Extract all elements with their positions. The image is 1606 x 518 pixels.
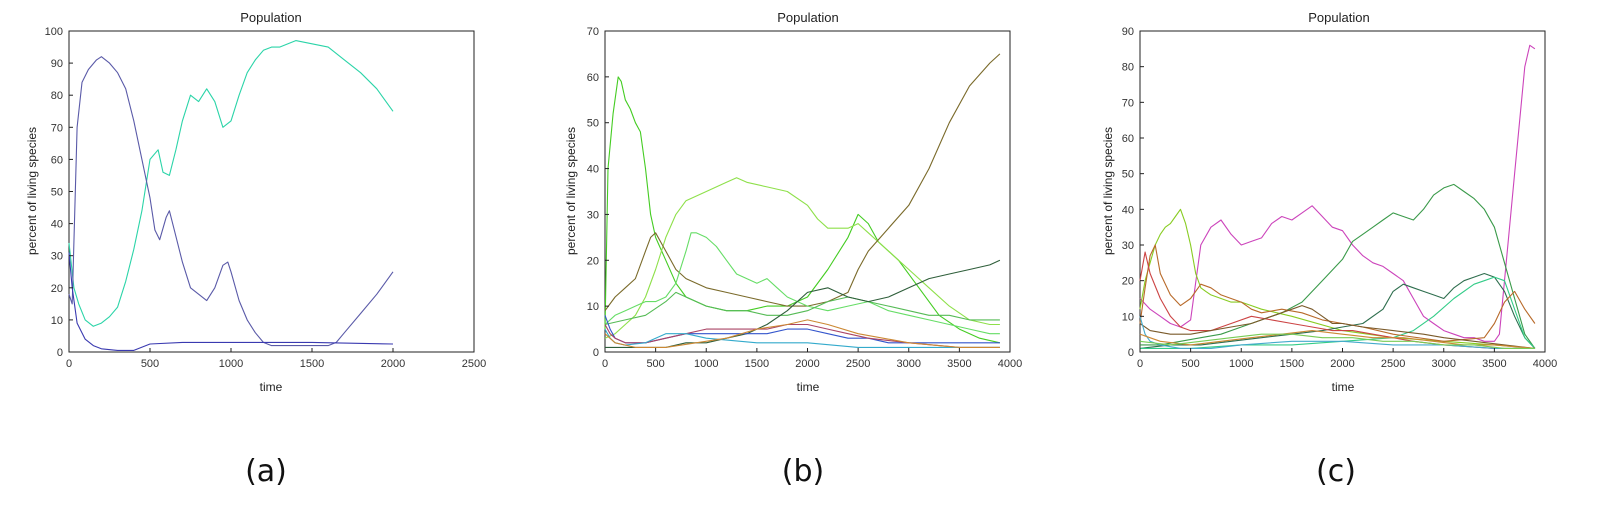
chart-b-title: Population bbox=[777, 10, 838, 25]
chart-b-ticks: 0 500 1000 1500 2000 2500 3000 3500 4000 0 10 20 30 4… bbox=[587, 26, 1022, 370]
chart-c-x-tick-label: 1500 bbox=[1280, 358, 1304, 370]
chart-a-plot-area bbox=[68, 30, 475, 353]
chart-a-title: Population bbox=[240, 10, 301, 25]
chart-b-y-tick-label: 60 bbox=[587, 72, 599, 84]
chart-a-series-line-3 bbox=[68, 252, 394, 351]
chart-a-y-tick-label: 100 bbox=[45, 26, 63, 38]
chart-c-series-line-11 bbox=[1139, 333, 1535, 349]
chart-b-x-tick-label: 1500 bbox=[745, 358, 769, 370]
chart-c-y-tick-label: 70 bbox=[1122, 97, 1134, 109]
chart-b-series-line-5 bbox=[604, 291, 1000, 326]
panel-b: Population 0 500 1000 1500 2000 2500 3000 3500 4… bbox=[564, 10, 1022, 489]
chart-c-y-tick-label: 20 bbox=[1122, 276, 1134, 288]
caption-b: (b) bbox=[782, 454, 824, 489]
chart-b-x-tick-label: 2500 bbox=[846, 358, 870, 370]
chart-c-title: Population bbox=[1308, 10, 1369, 25]
chart-b-x-tick-label: 2000 bbox=[795, 358, 819, 370]
chart-b-series-line-10 bbox=[604, 319, 1000, 348]
chart-c-ticks: 0 500 1000 1500 2000 2500 3000 3500 4000 0 10 20 30 4… bbox=[1122, 26, 1557, 370]
chart-b-y-tick-label: 10 bbox=[587, 301, 599, 313]
chart-a-x-tick-label: 500 bbox=[141, 358, 159, 370]
chart-a-x-tick-label: 1500 bbox=[300, 358, 324, 370]
chart-a-lines bbox=[68, 40, 394, 351]
chart-b-series-line-4 bbox=[604, 232, 1000, 335]
chart-a-y-tick-label: 50 bbox=[51, 187, 63, 199]
chart-b-x-tick-label: 4000 bbox=[998, 358, 1022, 370]
chart-a-y-tick-label: 40 bbox=[51, 219, 63, 231]
chart-a-y-tick-label: 10 bbox=[51, 315, 63, 327]
chart-c-x-tick-label: 1000 bbox=[1229, 358, 1253, 370]
chart-a-series-line-2 bbox=[68, 56, 394, 347]
chart-c-series-line-6 bbox=[1139, 244, 1536, 342]
chart-c-x-tick-label: 3500 bbox=[1482, 358, 1506, 370]
chart-b-x-tick-label: 3500 bbox=[947, 358, 971, 370]
chart-b-lines bbox=[604, 53, 1001, 348]
chart-c-x-tick-label: 4000 bbox=[1533, 358, 1557, 370]
chart-c-series-line-10 bbox=[1139, 330, 1535, 349]
chart-c-ylabel: percent of living species bbox=[1101, 127, 1115, 255]
chart-b-series-line-2 bbox=[604, 177, 1000, 339]
chart-c-series-line-8 bbox=[1139, 305, 1535, 349]
chart-c-x-tick-label: 2500 bbox=[1381, 358, 1405, 370]
chart-a-y-tick-label: 0 bbox=[57, 347, 63, 359]
chart-b-y-tick-label: 40 bbox=[587, 164, 599, 176]
chart-a-y-tick-label: 30 bbox=[51, 251, 63, 263]
chart-a-xlabel: time bbox=[260, 380, 283, 394]
chart-c-y-tick-label: 40 bbox=[1122, 204, 1134, 216]
chart-a-y-tick-label: 90 bbox=[51, 58, 63, 70]
chart-c-y-tick-label: 80 bbox=[1122, 62, 1134, 74]
chart-b-series-line-3 bbox=[604, 53, 1001, 312]
chart-a-y-tick-label: 60 bbox=[51, 154, 63, 166]
chart-c-x-tick-label: 2000 bbox=[1330, 358, 1354, 370]
chart-a-x-tick-label: 1000 bbox=[219, 358, 243, 370]
chart-a-y-tick-label: 70 bbox=[51, 122, 63, 134]
chart-c-x-tick-label: 3000 bbox=[1432, 358, 1456, 370]
chart-a-x-tick-label: 2000 bbox=[381, 358, 405, 370]
chart-b-x-tick-label: 0 bbox=[602, 358, 608, 370]
chart-b-y-tick-label: 0 bbox=[593, 347, 599, 359]
chart-a-y-tick-label: 80 bbox=[51, 90, 63, 102]
chart-a-x-tick-label: 0 bbox=[66, 358, 72, 370]
caption-c: (c) bbox=[1316, 454, 1356, 489]
chart-b-xlabel: time bbox=[797, 380, 820, 394]
chart-c-y-tick-label: 10 bbox=[1122, 311, 1134, 323]
chart-b-plot-area bbox=[604, 30, 1011, 353]
chart-c-x-tick-label: 0 bbox=[1137, 358, 1143, 370]
chart-b-y-tick-label: 50 bbox=[587, 118, 599, 130]
chart-c-lines bbox=[1139, 44, 1536, 349]
chart-b-y-tick-label: 30 bbox=[587, 209, 599, 221]
chart-b-y-tick-label: 70 bbox=[587, 26, 599, 38]
chart-c-y-tick-label: 0 bbox=[1128, 347, 1134, 359]
chart-c-xlabel: time bbox=[1332, 380, 1355, 394]
chart-b-x-tick-label: 3000 bbox=[897, 358, 921, 370]
chart-a-series-line-1 bbox=[68, 40, 394, 327]
chart-a-ticks: 0 500 1000 1500 2000 2500 0 10 20 30 40 50 60 70 80 90 1… bbox=[45, 26, 487, 370]
chart-b-x-tick-label: 500 bbox=[646, 358, 664, 370]
chart-c-y-tick-label: 50 bbox=[1122, 169, 1134, 181]
chart-c-series-line-1 bbox=[1139, 44, 1536, 342]
chart-c-x-tick-label: 500 bbox=[1181, 358, 1199, 370]
chart-b-x-tick-label: 1000 bbox=[694, 358, 718, 370]
panel-a: Population 0 500 1000 1500 2000 2500 0 10 20 30 40… bbox=[25, 10, 486, 489]
chart-c-series-line-5 bbox=[1140, 276, 1536, 349]
chart-b-ylabel: percent of living species bbox=[564, 127, 578, 255]
chart-a-ylabel: percent of living species bbox=[25, 127, 39, 255]
chart-a-y-tick-label: 20 bbox=[51, 283, 63, 295]
chart-b-series-line-8 bbox=[604, 323, 1000, 348]
chart-c-y-tick-label: 60 bbox=[1122, 133, 1134, 145]
panel-c: Population 0 500 1000 1500 2000 2500 3000 3500 4… bbox=[1101, 10, 1557, 489]
chart-c-plot-area bbox=[1139, 30, 1546, 353]
chart-b-y-tick-label: 20 bbox=[587, 255, 599, 267]
caption-a: (a) bbox=[245, 454, 287, 489]
chart-c-series-line-2 bbox=[1140, 183, 1536, 349]
chart-c-y-tick-label: 90 bbox=[1122, 26, 1134, 38]
chart-c-y-tick-label: 30 bbox=[1122, 240, 1134, 252]
chart-a-x-tick-label: 2500 bbox=[462, 358, 486, 370]
chart-c-series-line-7 bbox=[1139, 251, 1535, 349]
